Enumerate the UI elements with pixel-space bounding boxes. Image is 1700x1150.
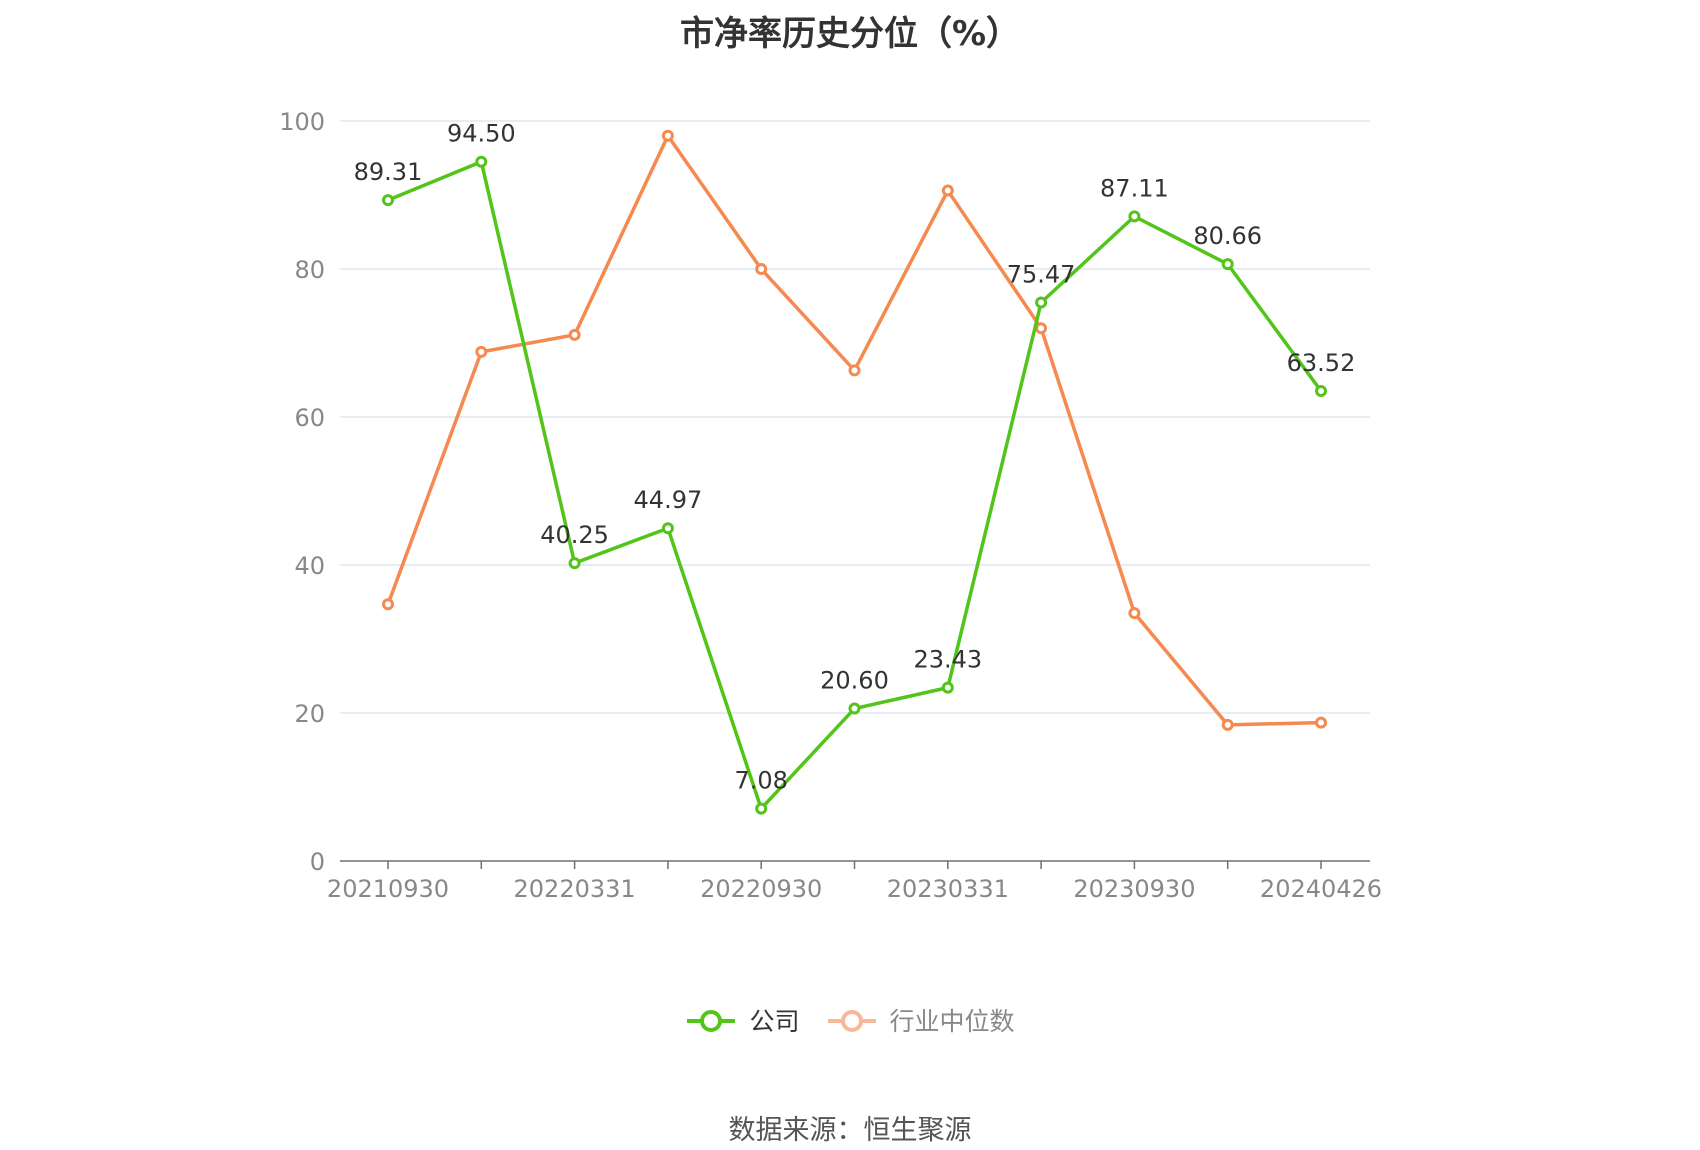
data-label-7: 75.47 xyxy=(1007,261,1076,289)
data-label-5: 20.60 xyxy=(820,667,889,695)
series-1-point-9 xyxy=(1221,718,1234,731)
series-0-point-9 xyxy=(1221,258,1234,271)
y-tick-label-80: 80 xyxy=(294,256,325,284)
series-0-point-3 xyxy=(661,522,674,535)
series-0-point-0 xyxy=(382,194,394,207)
data-label-6: 23.43 xyxy=(913,646,982,674)
series-0-point-7 xyxy=(1035,296,1048,309)
series-0-point-5 xyxy=(848,702,861,715)
data-label-4: 7.08 xyxy=(734,767,787,795)
chart-title: 市净率历史分位（%） xyxy=(679,14,1021,54)
legend-company-marker xyxy=(687,1010,736,1032)
x-tick-label-20220331: 20220331 xyxy=(514,875,636,903)
series-1-point-5 xyxy=(848,364,861,377)
x-tick-label-20220930: 20220930 xyxy=(700,875,822,903)
y-tick-label-40: 40 xyxy=(294,552,325,580)
x-tick-label-20240426: 20240426 xyxy=(1260,875,1382,903)
legend-item-industry-median[interactable]: 行业中位数 xyxy=(826,1008,1015,1034)
legend-company-label: 公司 xyxy=(749,1006,800,1036)
series-1-point-1 xyxy=(475,345,488,358)
y-tick-label-0: 0 xyxy=(310,848,325,876)
series-1-point-0 xyxy=(382,598,394,611)
legend-item-company[interactable]: 公司 xyxy=(685,1006,800,1036)
data-label-9: 80.66 xyxy=(1193,222,1262,250)
series-1-point-2 xyxy=(568,328,581,341)
source-note: 数据来源：恒生聚源 xyxy=(728,1115,972,1146)
y-tick-label-100: 100 xyxy=(279,108,325,136)
series-0-point-4 xyxy=(755,802,768,815)
x-tick-label-20210930: 20210930 xyxy=(327,875,449,903)
series-0-point-1 xyxy=(475,155,488,168)
data-label-10: 63.52 xyxy=(1287,349,1356,377)
y-tick-label-60: 60 xyxy=(294,404,325,432)
series-1-point-7 xyxy=(1035,322,1048,335)
x-tick-label-20230331: 20230331 xyxy=(887,875,1009,903)
data-label-2: 40.25 xyxy=(540,521,609,549)
legend-industry-label: 行业中位数 xyxy=(889,1006,1015,1036)
series-0-point-10 xyxy=(1315,384,1327,397)
series-1-point-3 xyxy=(661,129,674,142)
series-0-point-8 xyxy=(1128,210,1141,223)
data-label-1: 94.50 xyxy=(447,120,516,148)
series-1-point-10 xyxy=(1315,716,1327,729)
series-0-point-6 xyxy=(941,681,954,694)
y-tick-label-20: 20 xyxy=(294,700,325,728)
legend-industry-marker xyxy=(827,1010,876,1032)
data-label-0: 89.31 xyxy=(354,158,423,186)
series-1-point-6 xyxy=(941,184,954,197)
series-line-1 xyxy=(386,134,1322,727)
data-label-3: 44.97 xyxy=(634,486,703,514)
x-tick-label-20230930: 20230930 xyxy=(1073,875,1195,903)
series-1-point-8 xyxy=(1128,607,1141,620)
series-0-point-2 xyxy=(568,557,581,570)
chart-legend: 公司 行业中位数 xyxy=(0,1008,1700,1034)
series-1-point-4 xyxy=(755,263,768,275)
data-label-8: 87.11 xyxy=(1100,174,1169,202)
